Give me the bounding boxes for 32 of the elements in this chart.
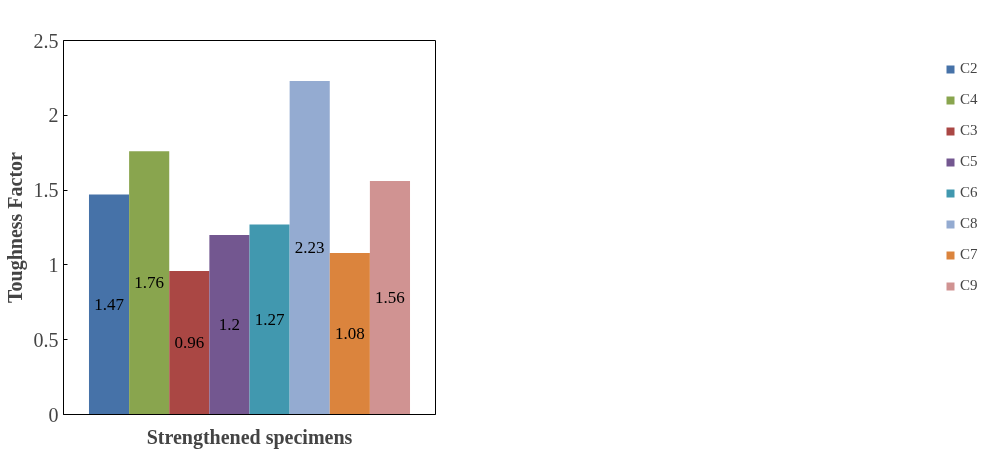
- data-label: 1.2: [218, 315, 241, 335]
- legend-label: C6: [960, 184, 979, 201]
- legend-label: C9: [960, 277, 979, 294]
- y-tick-label: 0.5: [33, 328, 59, 351]
- y-axis-title: Toughness Factor: [3, 151, 27, 303]
- bar: [369, 181, 411, 415]
- y-tick-label: 1.5: [33, 179, 59, 202]
- legend-label: C3: [960, 122, 979, 139]
- data-label: 1.47: [94, 295, 125, 315]
- legend-label: C2: [960, 60, 979, 77]
- x-axis-title: Strengthened specimens: [146, 425, 353, 449]
- legend-label: C4: [960, 91, 979, 108]
- bar: [289, 80, 330, 415]
- legend-label: C7: [960, 246, 979, 263]
- bar: [129, 151, 170, 415]
- legend-label: C8: [960, 215, 979, 232]
- y-tick-label: 0: [48, 403, 59, 426]
- legend-label: C5: [960, 153, 979, 170]
- bar: [329, 252, 370, 415]
- bar: [88, 194, 130, 415]
- y-tick-label: 2.5: [33, 29, 59, 52]
- bar: [209, 234, 250, 415]
- data-label: 1.56: [375, 288, 405, 308]
- data-label: 2.23: [294, 238, 325, 258]
- data-label: 1.08: [334, 324, 365, 344]
- data-label: 0.96: [174, 333, 205, 353]
- y-tick-label: 1: [48, 253, 59, 276]
- data-label: 1.76: [134, 273, 165, 293]
- y-tick-label: 2: [48, 104, 59, 127]
- bar: [169, 270, 210, 415]
- bar: [249, 224, 290, 415]
- data-label: 1.27: [254, 310, 285, 329]
